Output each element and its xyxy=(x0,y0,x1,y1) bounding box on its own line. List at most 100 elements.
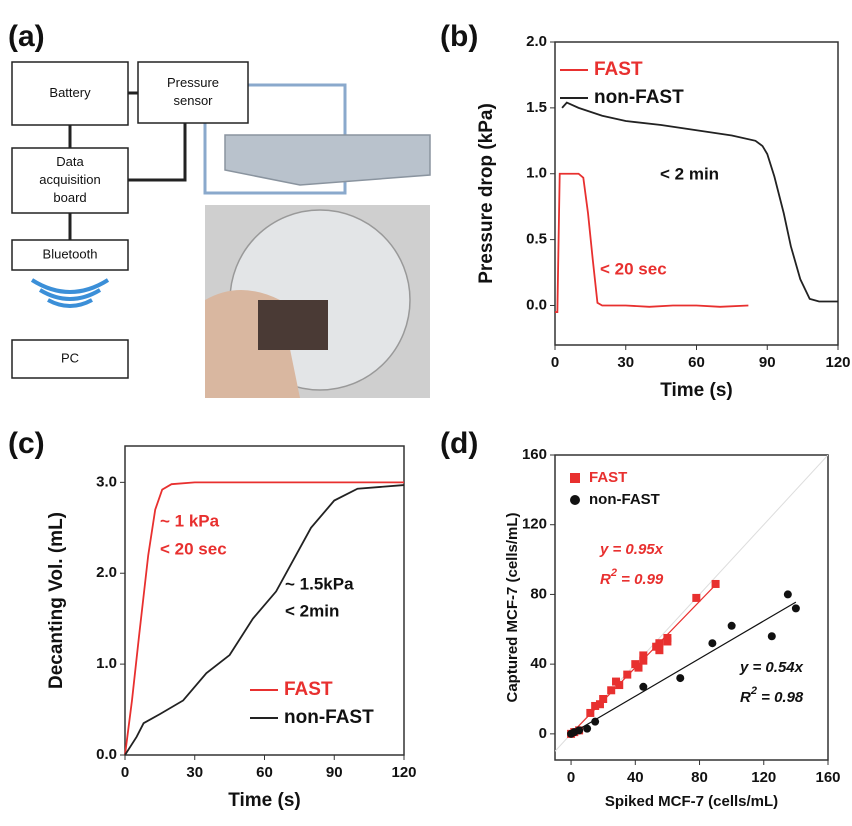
point xyxy=(615,681,624,690)
x-tick-label: 90 xyxy=(326,764,343,781)
point xyxy=(639,651,648,660)
line xyxy=(555,172,749,313)
annotation: < 2min xyxy=(285,601,339,620)
point xyxy=(586,708,595,717)
point xyxy=(783,590,792,599)
point xyxy=(692,593,701,602)
node-box xyxy=(11,147,129,214)
x-tick-label: 40 xyxy=(627,769,644,786)
node-label: Pressure xyxy=(167,75,219,90)
r2-rest: = 0.99 xyxy=(617,571,664,588)
annotation: < 2 min xyxy=(660,164,719,183)
panel-label: (b) xyxy=(440,20,478,53)
annotation: ~ 1.5kPa xyxy=(285,574,354,593)
legend-label: FAST xyxy=(284,679,333,700)
y-tick-label: 0.0 xyxy=(526,296,547,313)
point xyxy=(663,637,672,646)
x-tick-label: 0 xyxy=(551,354,559,371)
point xyxy=(591,701,600,710)
y-axis-title: Pressure drop (kPa) xyxy=(476,103,497,284)
y-tick-label: 1.5 xyxy=(526,99,547,116)
line xyxy=(124,484,405,756)
y-tick-label: 0.0 xyxy=(96,746,117,763)
node-label: PC xyxy=(61,350,79,365)
point xyxy=(634,663,643,672)
node-label: Battery xyxy=(49,85,91,100)
point xyxy=(595,700,604,709)
point xyxy=(639,656,648,665)
x-tick-label: 90 xyxy=(759,354,776,371)
y-tick-label: 1.0 xyxy=(96,655,117,672)
fit-line xyxy=(570,601,797,735)
line xyxy=(561,101,838,303)
wireless-icon xyxy=(30,278,110,308)
legend-label: FAST xyxy=(589,469,627,486)
x-axis-title: Time (s) xyxy=(660,380,733,401)
x-tick-label: 0 xyxy=(567,769,575,786)
r2-sup: 2 xyxy=(750,685,757,697)
legend-label: non-FAST xyxy=(589,491,660,508)
x-tick-label: 160 xyxy=(815,769,840,786)
connector xyxy=(128,123,187,182)
y-tick-label: 160 xyxy=(522,446,547,463)
point xyxy=(676,674,685,683)
panel-label: (a) xyxy=(8,20,45,53)
x-tick-label: 60 xyxy=(256,764,273,781)
photo-board xyxy=(258,300,328,350)
node-label: Bluetooth xyxy=(43,246,98,261)
point xyxy=(583,724,592,733)
x-tick-label: 120 xyxy=(751,769,776,786)
y-tick-label: 80 xyxy=(530,585,547,602)
y-tick-label: 0.5 xyxy=(526,231,547,248)
r2-sup: 2 xyxy=(610,567,617,579)
node-box xyxy=(11,61,129,126)
node-label: Data xyxy=(56,154,84,169)
panel-label: (c) xyxy=(8,427,45,460)
point xyxy=(623,670,632,679)
r2-base: R xyxy=(740,689,751,706)
x-tick-label: 120 xyxy=(391,764,416,781)
y-tick-label: 120 xyxy=(522,516,547,533)
node-box xyxy=(11,239,129,271)
y-tick-label: 40 xyxy=(530,655,547,672)
point xyxy=(591,717,600,726)
point xyxy=(655,646,664,655)
y-axis-title: Decanting Vol. (mL) xyxy=(46,512,67,689)
node-label: board xyxy=(53,190,86,205)
y-tick-label: 2.0 xyxy=(96,564,117,581)
cad-model xyxy=(224,134,431,186)
point xyxy=(607,686,616,695)
panel-label: (d) xyxy=(440,427,478,460)
node-label: acquisition xyxy=(39,172,100,187)
point xyxy=(767,632,776,641)
y-tick-label: 2.0 xyxy=(526,33,547,50)
x-tick-label: 30 xyxy=(617,354,634,371)
annotation: < 20 sec xyxy=(600,259,667,278)
legend-marker xyxy=(570,495,580,505)
x-tick-label: 30 xyxy=(186,764,203,781)
annotation: ~ 1 kPa xyxy=(160,511,220,530)
x-axis-title: Spiked MCF-7 (cells/mL) xyxy=(605,793,778,810)
line xyxy=(124,481,404,756)
point xyxy=(727,621,736,630)
x-axis-title: Time (s) xyxy=(228,790,301,811)
point xyxy=(708,639,717,648)
legend-label: non-FAST xyxy=(594,87,684,108)
legend-label: non-FAST xyxy=(284,707,374,728)
fit-r2: R2 = 0.98 xyxy=(740,685,804,706)
x-tick-label: 80 xyxy=(691,769,708,786)
node-label: sensor xyxy=(173,93,213,108)
node-box xyxy=(137,61,249,124)
point xyxy=(575,726,584,735)
annotation: < 20 sec xyxy=(160,539,227,558)
x-tick-label: 120 xyxy=(825,354,850,371)
point xyxy=(791,604,800,613)
node-box xyxy=(11,339,129,379)
point xyxy=(711,579,720,588)
point xyxy=(655,639,664,648)
y-tick-label: 0 xyxy=(539,725,547,742)
legend-marker xyxy=(570,473,580,483)
point xyxy=(599,695,608,703)
plot-frame xyxy=(554,454,829,761)
